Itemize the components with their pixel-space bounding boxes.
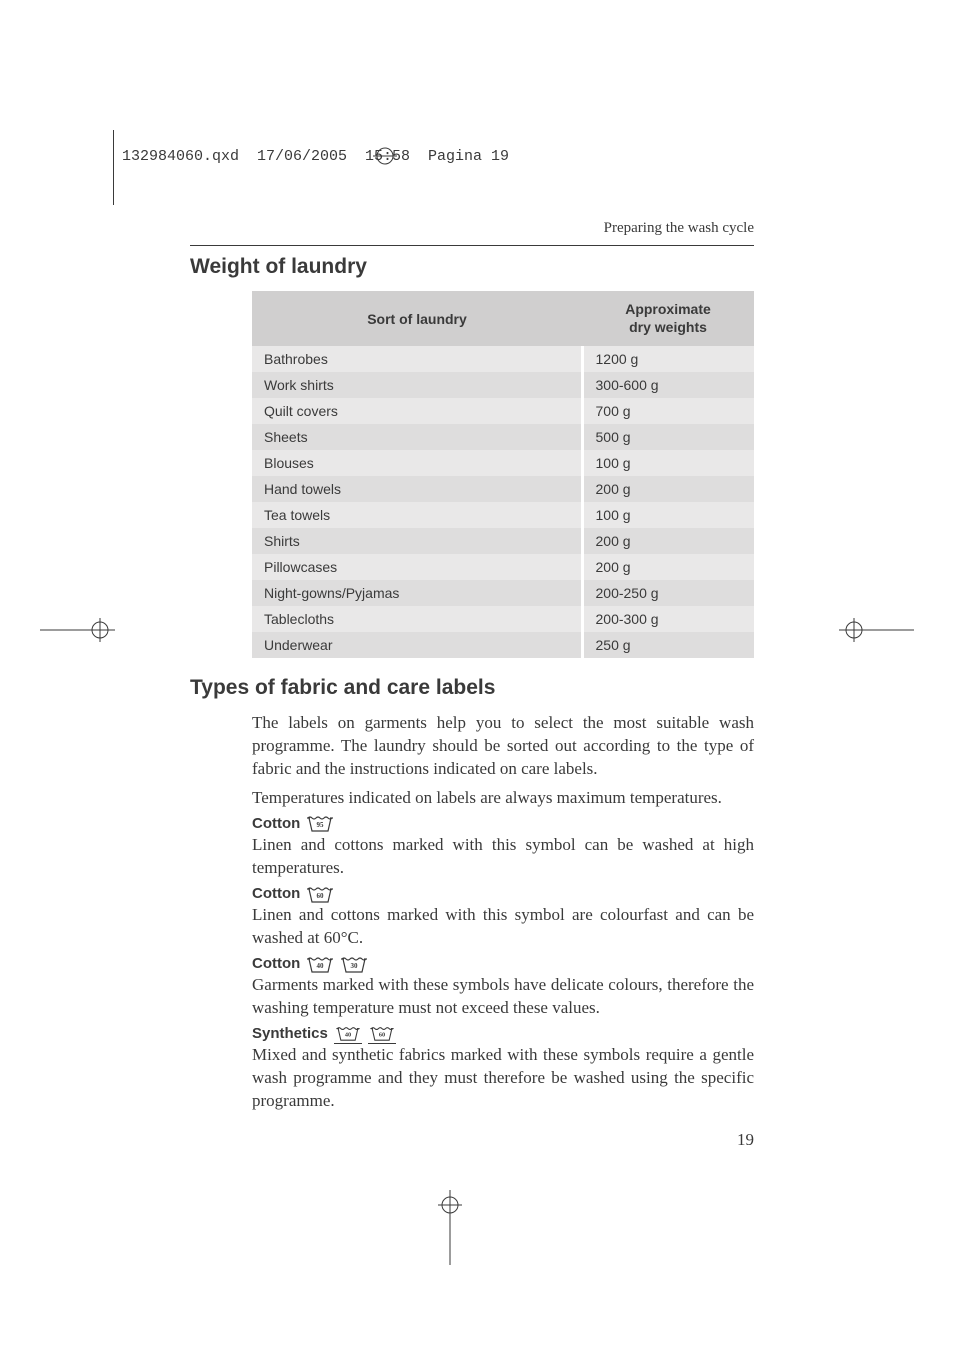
table-row: Blouses100 g <box>252 450 754 476</box>
table-cell-weight: 250 g <box>582 632 754 658</box>
label-cotton-95: Cotton 95 <box>252 814 754 834</box>
table-header-weight: Approximate dry weights <box>582 291 754 346</box>
print-header: 132984060.qxd 17/06/2005 15:58 Pagina 19 <box>122 148 509 165</box>
wash-icon-60: 60 <box>306 885 334 904</box>
table-cell-weight: 100 g <box>582 450 754 476</box>
table-cell-item: Underwear <box>252 632 582 658</box>
label-text-cotton: Cotton <box>252 884 300 904</box>
fabric-section: The labels on garments help you to selec… <box>252 712 754 1113</box>
heading-types-of-fabric: Types of fabric and care labels <box>190 676 754 700</box>
wash-icon-30: 30 <box>340 955 368 974</box>
table-row: Shirts200 g <box>252 528 754 554</box>
table-row: Night-gowns/Pyjamas200-250 g <box>252 580 754 606</box>
table-row: Bathrobes1200 g <box>252 346 754 372</box>
svg-text:60: 60 <box>379 1031 385 1038</box>
page-number: 19 <box>737 1130 754 1150</box>
svg-text:95: 95 <box>317 821 325 829</box>
table-cell-weight: 100 g <box>582 502 754 528</box>
table-row: Underwear250 g <box>252 632 754 658</box>
table-cell-item: Tea towels <box>252 502 582 528</box>
table-cell-weight: 200 g <box>582 554 754 580</box>
label-text-synthetics: Synthetics <box>252 1024 328 1044</box>
heading-weight-of-laundry: Weight of laundry <box>190 255 754 279</box>
table-row: Tablecloths200-300 g <box>252 606 754 632</box>
label-text-cotton: Cotton <box>252 814 300 834</box>
table-header-weight-line2: dry weights <box>629 319 707 335</box>
svg-text:40: 40 <box>317 962 325 970</box>
table-cell-weight: 300-600 g <box>582 372 754 398</box>
fabric-temp-paragraph: Temperatures indicated on labels are alw… <box>252 787 754 810</box>
svg-text:30: 30 <box>351 962 359 970</box>
table-cell-item: Sheets <box>252 424 582 450</box>
cotton-40-30-text: Garments marked with these symbols have … <box>252 974 754 1020</box>
table-cell-weight: 1200 g <box>582 346 754 372</box>
cotton-95-text: Linen and cottons marked with this symbo… <box>252 834 754 880</box>
synthetics-text: Mixed and synthetic fabrics marked with … <box>252 1044 754 1113</box>
table-cell-weight: 200-250 g <box>582 580 754 606</box>
header-rule <box>190 245 754 246</box>
label-cotton-60: Cotton 60 <box>252 884 754 904</box>
table-row: Sheets500 g <box>252 424 754 450</box>
table-cell-item: Work shirts <box>252 372 582 398</box>
crop-mark-right <box>839 610 914 650</box>
cotton-60-text: Linen and cottons marked with this symbo… <box>252 904 754 950</box>
table-cell-weight: 200-300 g <box>582 606 754 632</box>
table-cell-item: Hand towels <box>252 476 582 502</box>
table-cell-item: Blouses <box>252 450 582 476</box>
table-cell-weight: 200 g <box>582 476 754 502</box>
fabric-intro-paragraph: The labels on garments help you to selec… <box>252 712 754 781</box>
table-row: Tea towels100 g <box>252 502 754 528</box>
table-row: Pillowcases200 g <box>252 554 754 580</box>
crop-mark-top-center <box>365 145 405 205</box>
table-row: Hand towels200 g <box>252 476 754 502</box>
label-text-cotton: Cotton <box>252 954 300 974</box>
wash-icon-40: 40 <box>306 955 334 974</box>
crop-mark-bottom <box>430 1190 470 1265</box>
table-cell-item: Shirts <box>252 528 582 554</box>
table-cell-item: Bathrobes <box>252 346 582 372</box>
table-row: Quilt covers700 g <box>252 398 754 424</box>
table-cell-item: Pillowcases <box>252 554 582 580</box>
crop-mark-left <box>40 610 115 650</box>
label-synthetics-40-60: Synthetics 40 60 <box>252 1024 754 1044</box>
table-header-weight-line1: Approximate <box>625 301 711 317</box>
laundry-weight-table: Sort of laundry Approximate dry weights … <box>252 291 754 658</box>
table-cell-weight: 200 g <box>582 528 754 554</box>
label-cotton-40-30: Cotton 40 30 <box>252 954 754 974</box>
table-cell-item: Tablecloths <box>252 606 582 632</box>
running-header: Preparing the wash cycle <box>190 220 754 237</box>
svg-text:60: 60 <box>317 892 325 900</box>
table-row: Work shirts300-600 g <box>252 372 754 398</box>
crop-mark-top-left <box>113 130 114 205</box>
svg-text:40: 40 <box>345 1031 351 1038</box>
table-cell-item: Quilt covers <box>252 398 582 424</box>
table-cell-weight: 700 g <box>582 398 754 424</box>
table-header-sort: Sort of laundry <box>252 291 582 346</box>
table-cell-weight: 500 g <box>582 424 754 450</box>
table-cell-item: Night-gowns/Pyjamas <box>252 580 582 606</box>
page-content: Weight of laundry Sort of laundry Approx… <box>190 255 754 1115</box>
wash-icon-40-gentle: 40 <box>334 1025 362 1044</box>
wash-icon-60-gentle: 60 <box>368 1025 396 1044</box>
wash-icon-95: 95 <box>306 814 334 833</box>
